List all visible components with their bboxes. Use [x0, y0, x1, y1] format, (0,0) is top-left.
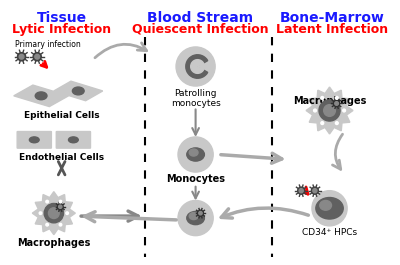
- Circle shape: [39, 212, 42, 214]
- Circle shape: [343, 109, 346, 112]
- Circle shape: [18, 53, 26, 61]
- FancyArrowPatch shape: [332, 134, 342, 169]
- Circle shape: [336, 96, 338, 99]
- Circle shape: [59, 205, 62, 208]
- Circle shape: [19, 54, 24, 59]
- Circle shape: [46, 200, 48, 203]
- Circle shape: [336, 122, 338, 125]
- Circle shape: [334, 100, 340, 107]
- Circle shape: [319, 100, 340, 121]
- Ellipse shape: [187, 148, 204, 161]
- Circle shape: [321, 122, 324, 125]
- Text: CD34⁺ HPCs: CD34⁺ HPCs: [302, 228, 357, 237]
- Circle shape: [44, 204, 64, 223]
- Wedge shape: [191, 60, 204, 73]
- Circle shape: [321, 96, 324, 99]
- Circle shape: [66, 212, 68, 214]
- Polygon shape: [32, 192, 75, 235]
- Text: Latent Infection: Latent Infection: [276, 23, 388, 36]
- Circle shape: [178, 137, 213, 172]
- Circle shape: [176, 47, 215, 86]
- Circle shape: [46, 223, 48, 226]
- Circle shape: [178, 200, 213, 236]
- Text: Endothelial Cells: Endothelial Cells: [19, 153, 104, 162]
- Circle shape: [324, 105, 336, 116]
- FancyBboxPatch shape: [56, 131, 90, 148]
- Text: Quiescent Infection: Quiescent Infection: [132, 23, 269, 36]
- Circle shape: [48, 208, 59, 219]
- Ellipse shape: [29, 137, 39, 143]
- Circle shape: [312, 191, 347, 226]
- Text: Macrophages: Macrophages: [17, 238, 90, 248]
- Circle shape: [313, 189, 317, 193]
- Ellipse shape: [189, 149, 198, 156]
- Text: Macrophages: Macrophages: [293, 96, 366, 106]
- Text: Monocytes: Monocytes: [166, 174, 225, 184]
- Ellipse shape: [189, 213, 198, 220]
- Text: Lytic Infection: Lytic Infection: [12, 23, 111, 36]
- FancyBboxPatch shape: [17, 131, 51, 148]
- Ellipse shape: [35, 92, 47, 100]
- Circle shape: [298, 187, 305, 194]
- FancyArrowPatch shape: [221, 208, 308, 218]
- Ellipse shape: [68, 137, 78, 143]
- FancyArrowPatch shape: [95, 43, 146, 58]
- Circle shape: [299, 189, 303, 193]
- Text: Primary infection: Primary infection: [15, 40, 80, 49]
- Text: Bone-Marrow: Bone-Marrow: [280, 11, 385, 25]
- Polygon shape: [14, 85, 68, 107]
- Text: Patrolling
monocytes: Patrolling monocytes: [171, 89, 220, 108]
- Wedge shape: [186, 55, 208, 78]
- Polygon shape: [54, 81, 103, 101]
- Text: Blood Stream: Blood Stream: [148, 11, 254, 25]
- Ellipse shape: [320, 200, 332, 210]
- Circle shape: [198, 210, 204, 216]
- Text: Tissue: Tissue: [36, 11, 87, 25]
- Circle shape: [59, 200, 62, 203]
- Ellipse shape: [72, 87, 84, 95]
- FancyArrowPatch shape: [85, 212, 176, 222]
- Circle shape: [311, 187, 318, 194]
- Circle shape: [33, 53, 41, 61]
- Circle shape: [59, 223, 62, 226]
- Circle shape: [35, 54, 40, 59]
- Text: Epithelial Cells: Epithelial Cells: [24, 111, 100, 120]
- Circle shape: [314, 109, 316, 112]
- Ellipse shape: [316, 197, 343, 219]
- Circle shape: [58, 204, 63, 210]
- Ellipse shape: [187, 211, 204, 225]
- Circle shape: [199, 211, 202, 215]
- Polygon shape: [306, 87, 353, 134]
- Circle shape: [335, 102, 338, 105]
